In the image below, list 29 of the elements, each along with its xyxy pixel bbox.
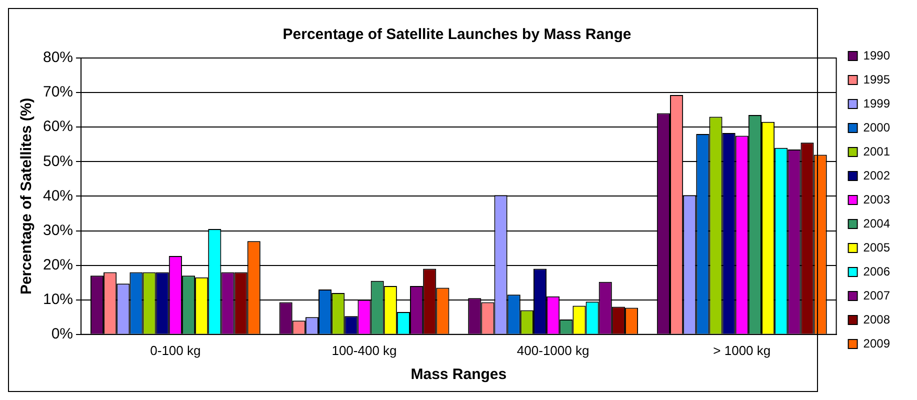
y-tick-label: 20% xyxy=(42,256,74,274)
y-tick-label: 40% xyxy=(42,187,74,204)
chart-title: Percentage of Satellite Launches by Mass Range xyxy=(282,26,632,44)
legend-label: 2004 xyxy=(863,216,890,230)
x-axis-title: Mass Ranges xyxy=(410,366,507,384)
y-tick-label: 10% xyxy=(42,290,74,308)
y-tick-label: 50% xyxy=(42,152,74,170)
x-tick-label: > 1000 kg xyxy=(713,342,771,358)
legend-label: 1990 xyxy=(863,48,890,62)
legend-label: 2006 xyxy=(863,264,890,278)
legend-label: 2001 xyxy=(863,144,890,158)
legend-label: 2002 xyxy=(863,168,890,182)
legend-label: 2003 xyxy=(863,192,890,206)
legend-label: 2009 xyxy=(863,336,890,350)
legend-label: 2007 xyxy=(863,288,890,302)
y-tick-label: 0% xyxy=(51,326,74,343)
y-tick-label: 70% xyxy=(42,84,74,101)
y-axis-title: Percentage of Satellites (%) xyxy=(18,98,36,295)
y-tick-label: 80% xyxy=(42,49,74,66)
x-tick-label: 100-400 kg xyxy=(332,342,397,358)
y-tick-label: 60% xyxy=(42,118,74,136)
x-tick-label: 0-100 kg xyxy=(150,342,201,358)
x-tick-label: 400-1000 kg xyxy=(516,342,590,358)
legend-label: 2005 xyxy=(863,240,890,254)
legend-label: 1999 xyxy=(863,96,890,110)
legend-label: 2008 xyxy=(863,312,890,326)
legend-label: 1995 xyxy=(863,72,890,86)
y-tick-label: 30% xyxy=(42,222,74,239)
legend-label: 2000 xyxy=(863,120,890,134)
